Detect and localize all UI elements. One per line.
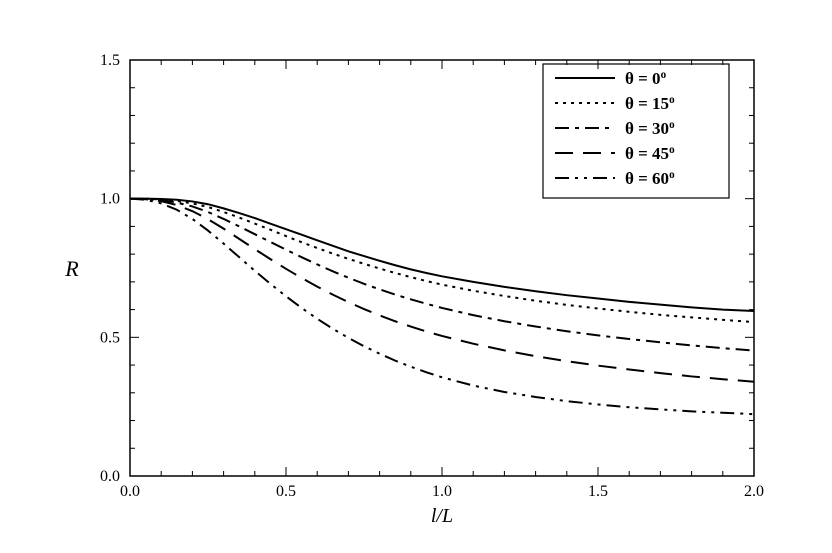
- y-tick-label: 0.0: [100, 468, 120, 485]
- legend-label-theta-45: θ = 45o: [625, 144, 675, 163]
- y-tick-label: 1.0: [100, 191, 120, 208]
- legend-label-theta-30: θ = 30o: [625, 119, 675, 138]
- y-axis-label: R: [64, 256, 79, 281]
- chart-frame: { "chart": { "type": "line", "width": 83…: [0, 0, 832, 553]
- x-tick-label: 0.5: [276, 483, 296, 500]
- y-tick-label: 1.5: [100, 52, 120, 69]
- x-tick-label: 1.0: [432, 483, 452, 500]
- legend-label-theta-60: θ = 60o: [625, 169, 675, 188]
- legend-label-theta-0: θ = 0o: [625, 69, 667, 88]
- x-axis-label: l/L: [431, 505, 453, 527]
- y-tick-label: 0.5: [100, 329, 120, 346]
- x-tick-label: 2.0: [744, 483, 764, 500]
- line-chart: 0.0 0.5 1.0 1.5 2.0 0.0 0.5 1.0 1.5 l/L Rθ = 0o θ =…: [0, 0, 832, 553]
- x-tick-label: 1.5: [588, 483, 608, 500]
- legend-label-theta-15: θ = 15o: [625, 94, 675, 113]
- x-tick-label: 0.0: [120, 483, 140, 500]
